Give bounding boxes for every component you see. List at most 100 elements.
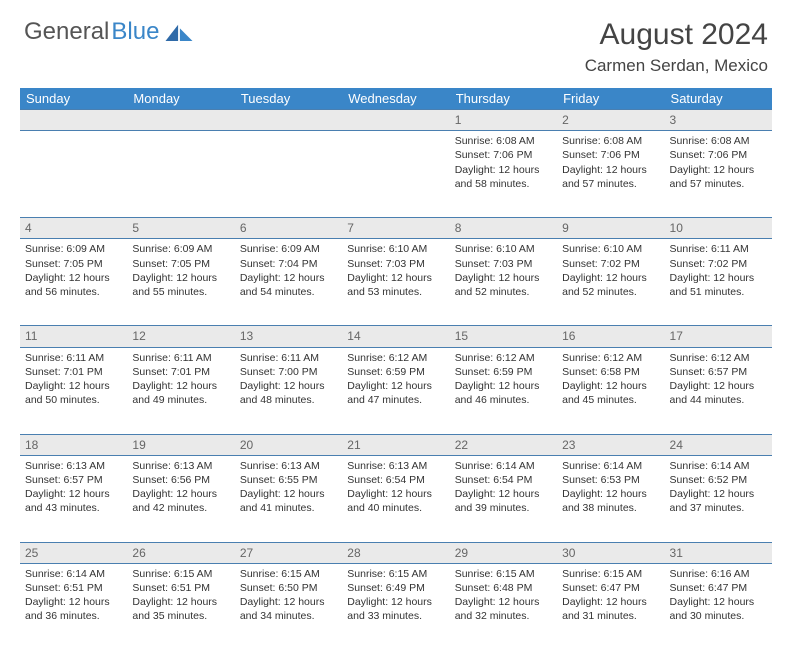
day-body-text: Sunrise: 6:11 AM Sunset: 7:00 PM Dayligh… (240, 351, 337, 408)
day-body-cell: Sunrise: 6:16 AM Sunset: 6:47 PM Dayligh… (665, 563, 772, 650)
day-body-text: Sunrise: 6:16 AM Sunset: 6:47 PM Dayligh… (670, 567, 767, 624)
day-body-cell: Sunrise: 6:12 AM Sunset: 6:59 PM Dayligh… (450, 347, 557, 434)
day-number-cell: 5 (127, 218, 234, 239)
day-body-cell: Sunrise: 6:15 AM Sunset: 6:50 PM Dayligh… (235, 563, 342, 650)
day-body-row: Sunrise: 6:09 AM Sunset: 7:05 PM Dayligh… (20, 239, 772, 326)
day-number-cell: 30 (557, 542, 664, 563)
weekday-header: Saturday (665, 88, 772, 110)
day-body-text: Sunrise: 6:09 AM Sunset: 7:05 PM Dayligh… (132, 242, 229, 299)
calendar-table: Sunday Monday Tuesday Wednesday Thursday… (20, 88, 772, 650)
weekday-header: Tuesday (235, 88, 342, 110)
day-body-text: Sunrise: 6:14 AM Sunset: 6:51 PM Dayligh… (25, 567, 122, 624)
day-number-row: 123 (20, 110, 772, 131)
day-body-text: Sunrise: 6:15 AM Sunset: 6:51 PM Dayligh… (132, 567, 229, 624)
day-body-text: Sunrise: 6:12 AM Sunset: 6:59 PM Dayligh… (347, 351, 444, 408)
day-body-cell: Sunrise: 6:09 AM Sunset: 7:04 PM Dayligh… (235, 239, 342, 326)
day-number-cell: 20 (235, 434, 342, 455)
day-body-text: Sunrise: 6:09 AM Sunset: 7:04 PM Dayligh… (240, 242, 337, 299)
day-body-row: Sunrise: 6:11 AM Sunset: 7:01 PM Dayligh… (20, 347, 772, 434)
day-body-text: Sunrise: 6:13 AM Sunset: 6:56 PM Dayligh… (132, 459, 229, 516)
day-number-cell: 28 (342, 542, 449, 563)
day-number-cell: 3 (665, 110, 772, 131)
day-body-cell (342, 131, 449, 218)
day-number-cell: 24 (665, 434, 772, 455)
day-body-cell: Sunrise: 6:14 AM Sunset: 6:54 PM Dayligh… (450, 455, 557, 542)
location-label: Carmen Serdan, Mexico (585, 56, 768, 76)
day-body-cell (127, 131, 234, 218)
day-number-cell (342, 110, 449, 131)
logo: GeneralBlue (24, 18, 193, 46)
day-body-text: Sunrise: 6:14 AM Sunset: 6:53 PM Dayligh… (562, 459, 659, 516)
day-body-cell: Sunrise: 6:08 AM Sunset: 7:06 PM Dayligh… (450, 131, 557, 218)
day-body-text: Sunrise: 6:12 AM Sunset: 6:59 PM Dayligh… (455, 351, 552, 408)
day-body-text: Sunrise: 6:11 AM Sunset: 7:01 PM Dayligh… (25, 351, 122, 408)
day-body-cell: Sunrise: 6:15 AM Sunset: 6:47 PM Dayligh… (557, 563, 664, 650)
day-number-cell: 4 (20, 218, 127, 239)
day-body-text: Sunrise: 6:08 AM Sunset: 7:06 PM Dayligh… (562, 134, 659, 191)
day-number-cell: 26 (127, 542, 234, 563)
day-body-cell: Sunrise: 6:15 AM Sunset: 6:49 PM Dayligh… (342, 563, 449, 650)
day-body-cell: Sunrise: 6:11 AM Sunset: 7:02 PM Dayligh… (665, 239, 772, 326)
day-number-cell: 1 (450, 110, 557, 131)
day-body-cell: Sunrise: 6:11 AM Sunset: 7:01 PM Dayligh… (20, 347, 127, 434)
day-body-text: Sunrise: 6:15 AM Sunset: 6:47 PM Dayligh… (562, 567, 659, 624)
day-body-text: Sunrise: 6:08 AM Sunset: 7:06 PM Dayligh… (670, 134, 767, 191)
day-body-cell: Sunrise: 6:14 AM Sunset: 6:51 PM Dayligh… (20, 563, 127, 650)
weekday-header: Friday (557, 88, 664, 110)
day-number-cell: 2 (557, 110, 664, 131)
weekday-header-row: Sunday Monday Tuesday Wednesday Thursday… (20, 88, 772, 110)
day-body-text: Sunrise: 6:14 AM Sunset: 6:54 PM Dayligh… (455, 459, 552, 516)
day-body-cell: Sunrise: 6:15 AM Sunset: 6:51 PM Dayligh… (127, 563, 234, 650)
day-body-text: Sunrise: 6:15 AM Sunset: 6:50 PM Dayligh… (240, 567, 337, 624)
day-body-row: Sunrise: 6:13 AM Sunset: 6:57 PM Dayligh… (20, 455, 772, 542)
day-body-cell: Sunrise: 6:08 AM Sunset: 7:06 PM Dayligh… (557, 131, 664, 218)
day-number-cell: 31 (665, 542, 772, 563)
day-number-cell (235, 110, 342, 131)
day-body-cell: Sunrise: 6:10 AM Sunset: 7:03 PM Dayligh… (342, 239, 449, 326)
day-body-text: Sunrise: 6:09 AM Sunset: 7:05 PM Dayligh… (25, 242, 122, 299)
page-header: GeneralBlue August 2024 Carmen Serdan, M… (0, 0, 792, 84)
day-body-text: Sunrise: 6:10 AM Sunset: 7:03 PM Dayligh… (455, 242, 552, 299)
day-body-cell: Sunrise: 6:14 AM Sunset: 6:52 PM Dayligh… (665, 455, 772, 542)
day-body-text: Sunrise: 6:08 AM Sunset: 7:06 PM Dayligh… (455, 134, 552, 191)
day-body-cell: Sunrise: 6:11 AM Sunset: 7:00 PM Dayligh… (235, 347, 342, 434)
day-number-cell (127, 110, 234, 131)
day-number-cell: 8 (450, 218, 557, 239)
day-body-cell: Sunrise: 6:12 AM Sunset: 6:58 PM Dayligh… (557, 347, 664, 434)
day-number-cell: 29 (450, 542, 557, 563)
day-body-cell (20, 131, 127, 218)
day-body-cell: Sunrise: 6:14 AM Sunset: 6:53 PM Dayligh… (557, 455, 664, 542)
day-number-cell: 22 (450, 434, 557, 455)
day-number-cell: 11 (20, 326, 127, 347)
day-number-row: 18192021222324 (20, 434, 772, 455)
day-body-text: Sunrise: 6:10 AM Sunset: 7:02 PM Dayligh… (562, 242, 659, 299)
day-body-cell: Sunrise: 6:09 AM Sunset: 7:05 PM Dayligh… (127, 239, 234, 326)
day-number-cell: 12 (127, 326, 234, 347)
weekday-header: Sunday (20, 88, 127, 110)
day-body-text: Sunrise: 6:13 AM Sunset: 6:54 PM Dayligh… (347, 459, 444, 516)
day-body-row: Sunrise: 6:14 AM Sunset: 6:51 PM Dayligh… (20, 563, 772, 650)
day-number-cell: 14 (342, 326, 449, 347)
day-number-cell: 19 (127, 434, 234, 455)
day-number-cell: 15 (450, 326, 557, 347)
day-number-cell: 16 (557, 326, 664, 347)
logo-sail-icon (165, 23, 193, 41)
weekday-header: Monday (127, 88, 234, 110)
day-number-cell: 9 (557, 218, 664, 239)
logo-text-2: Blue (111, 18, 159, 46)
day-body-cell: Sunrise: 6:09 AM Sunset: 7:05 PM Dayligh… (20, 239, 127, 326)
month-title: August 2024 (585, 18, 768, 52)
day-body-text: Sunrise: 6:12 AM Sunset: 6:57 PM Dayligh… (670, 351, 767, 408)
logo-text-1: General (24, 18, 109, 46)
day-body-cell (235, 131, 342, 218)
day-body-text: Sunrise: 6:12 AM Sunset: 6:58 PM Dayligh… (562, 351, 659, 408)
weekday-header: Wednesday (342, 88, 449, 110)
day-body-cell: Sunrise: 6:13 AM Sunset: 6:54 PM Dayligh… (342, 455, 449, 542)
day-number-cell: 23 (557, 434, 664, 455)
day-body-text: Sunrise: 6:13 AM Sunset: 6:55 PM Dayligh… (240, 459, 337, 516)
day-number-cell: 10 (665, 218, 772, 239)
day-body-cell: Sunrise: 6:11 AM Sunset: 7:01 PM Dayligh… (127, 347, 234, 434)
day-body-text: Sunrise: 6:13 AM Sunset: 6:57 PM Dayligh… (25, 459, 122, 516)
day-body-cell: Sunrise: 6:10 AM Sunset: 7:03 PM Dayligh… (450, 239, 557, 326)
day-body-cell: Sunrise: 6:15 AM Sunset: 6:48 PM Dayligh… (450, 563, 557, 650)
